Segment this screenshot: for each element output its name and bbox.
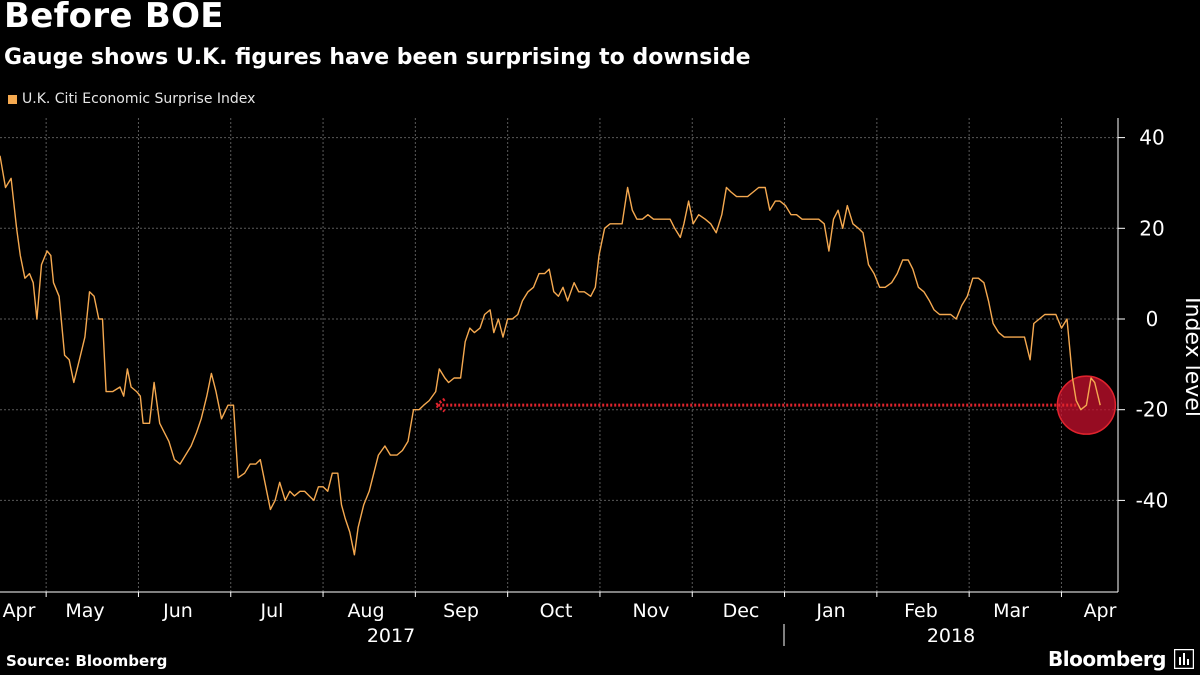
annotations <box>432 375 1117 435</box>
x-tick-label: May <box>65 600 104 622</box>
y-tick-label: -20 <box>1136 398 1169 422</box>
x-tick-label: Jan <box>815 600 845 622</box>
x-tick-label: Mar <box>993 600 1029 622</box>
brand-logo: Bloomberg <box>1048 647 1194 671</box>
x-tick-label: Nov <box>632 600 669 622</box>
brand-name: Bloomberg <box>1048 647 1166 671</box>
x-tick-label: Oct <box>540 600 573 622</box>
bloomberg-terminal-icon <box>1174 649 1194 669</box>
y-tick-label: 20 <box>1139 216 1164 240</box>
x-tick-label: Feb <box>904 600 938 622</box>
y-tick-label: -40 <box>1136 488 1169 512</box>
series-line <box>0 155 1101 556</box>
x-tick-label: Apr <box>3 600 36 622</box>
chart-legend: U.K. Citi Economic Surprise Index <box>8 91 255 107</box>
series-layer <box>0 155 1101 556</box>
x-tick-label: Jul <box>260 600 284 622</box>
x-tick-label: Aug <box>347 600 384 622</box>
x-tick-label: Jun <box>162 600 193 622</box>
grid-lines <box>0 118 1118 592</box>
year-label-2017: 2017 <box>367 625 415 647</box>
chart-subtitle: Gauge shows U.K. figures have been surpr… <box>4 45 751 70</box>
axis-labels: 40 20 0 -20 -40 Index level Apr May Jun Jul Aug Sep… <box>3 126 1200 647</box>
x-tick-label: Sep <box>443 600 479 622</box>
year-label-2018: 2018 <box>927 625 975 647</box>
x-tick-label: Dec <box>723 600 760 622</box>
y-tick-label: 0 <box>1146 307 1159 331</box>
legend-swatch <box>8 94 17 104</box>
x-tick-label: Apr <box>1084 600 1117 622</box>
legend-label: U.K. Citi Economic Surprise Index <box>22 91 256 107</box>
axes <box>0 118 1125 646</box>
source-note: Source: Bloomberg <box>6 652 168 670</box>
y-tick-label: 40 <box>1139 126 1164 150</box>
chart-title: Before BOE <box>4 0 224 36</box>
y-axis-label: Index level <box>1180 297 1200 417</box>
